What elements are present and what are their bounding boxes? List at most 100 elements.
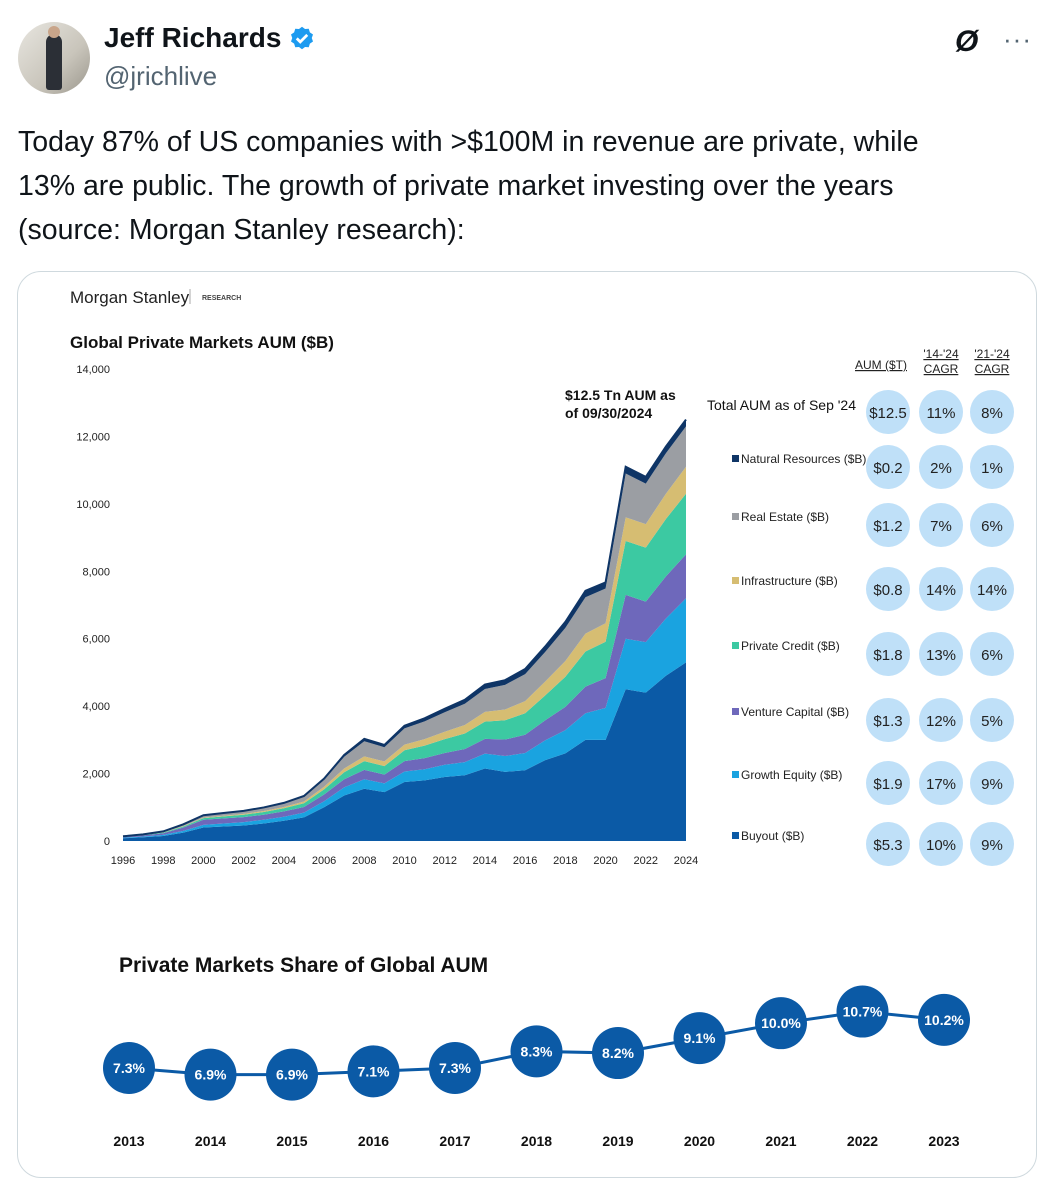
y-tick-label: 10,000 bbox=[76, 499, 110, 511]
x-tick-label: 2012 bbox=[432, 855, 456, 867]
x-tick-label: 2018 bbox=[553, 855, 577, 867]
data-point bbox=[918, 993, 970, 1046]
x-tick-label: 1998 bbox=[151, 855, 175, 867]
x-tick-label: 2018 bbox=[521, 1133, 552, 1149]
tweet-text: Today 87% of US companies with >$100M in… bbox=[18, 120, 1048, 252]
table-header: CAGR bbox=[924, 362, 959, 376]
data-label: 10.7% bbox=[843, 1004, 883, 1020]
x-tick-label: 2024 bbox=[674, 855, 698, 867]
value-bubble bbox=[866, 698, 910, 742]
data-label: 7.3% bbox=[439, 1060, 471, 1076]
value-bubble bbox=[866, 761, 910, 805]
table-cell-value: 1% bbox=[981, 460, 1003, 477]
table-cell-value: 9% bbox=[981, 776, 1003, 793]
data-label: 7.3% bbox=[113, 1060, 145, 1076]
table-cell-value: 2% bbox=[930, 460, 952, 477]
more-options-icon[interactable]: ··· bbox=[1003, 24, 1032, 54]
data-point bbox=[755, 997, 807, 1050]
legend-swatch-private_credit bbox=[732, 642, 739, 649]
x-tick-label: 2017 bbox=[439, 1133, 470, 1149]
legend-swatch-infrastructure bbox=[732, 577, 739, 584]
legend-swatch-natural_resources bbox=[732, 455, 739, 462]
value-bubble bbox=[919, 822, 963, 866]
data-point bbox=[673, 1012, 726, 1065]
table-cell-value: $1.2 bbox=[873, 518, 902, 535]
table-row-label: Natural Resources ($B) bbox=[741, 452, 866, 466]
table-header: AUM ($T) bbox=[855, 358, 907, 372]
value-bubble bbox=[919, 761, 963, 805]
data-point bbox=[347, 1045, 400, 1098]
annotation-line: of 09/30/2024 bbox=[565, 405, 652, 421]
legend-swatch-buyout bbox=[732, 832, 739, 839]
table-cell-value: $0.8 bbox=[873, 582, 902, 599]
area-series-buyout bbox=[123, 662, 686, 841]
x-tick-label: 2019 bbox=[602, 1133, 633, 1149]
avatar[interactable] bbox=[18, 22, 90, 94]
tweet-text-line: 13% are public. The growth of private ma… bbox=[18, 170, 894, 202]
y-tick-label: 4,000 bbox=[82, 701, 110, 713]
author-handle[interactable]: @jrichlive bbox=[104, 61, 218, 91]
x-tick-label: 2014 bbox=[195, 1133, 226, 1149]
value-bubble bbox=[919, 567, 963, 611]
table-cell-value: 8% bbox=[981, 405, 1003, 422]
y-tick-label: 0 bbox=[104, 836, 110, 848]
table-row-label: Private Credit ($B) bbox=[741, 639, 840, 653]
data-label: 8.2% bbox=[602, 1045, 634, 1061]
value-bubble bbox=[970, 822, 1014, 866]
x-tick-label: 2022 bbox=[847, 1133, 878, 1149]
brand-sub: RESEARCH bbox=[202, 295, 241, 302]
x-tick-label: 2010 bbox=[392, 855, 416, 867]
value-bubble bbox=[919, 632, 963, 676]
x-tick-label: 2016 bbox=[358, 1133, 389, 1149]
table-header: '21-'24 bbox=[974, 347, 1010, 361]
value-bubble bbox=[970, 503, 1014, 547]
value-bubble bbox=[970, 390, 1014, 434]
table-cell-value: 6% bbox=[981, 647, 1003, 664]
table-cell-value: 17% bbox=[926, 776, 956, 793]
table-cell-value: 14% bbox=[977, 582, 1007, 599]
x-tick-label: 2013 bbox=[113, 1133, 144, 1149]
area-series-infrastructure bbox=[123, 466, 686, 837]
table-cell-value: $1.3 bbox=[873, 713, 902, 730]
table-cell-value: 14% bbox=[926, 582, 956, 599]
y-tick-label: 14,000 bbox=[76, 364, 110, 376]
data-label: 8.3% bbox=[521, 1043, 553, 1059]
value-bubble bbox=[919, 698, 963, 742]
x-tick-label: 2008 bbox=[352, 855, 376, 867]
y-tick-label: 2,000 bbox=[82, 769, 110, 781]
value-bubble bbox=[970, 445, 1014, 489]
table-cell-value: 5% bbox=[981, 713, 1003, 730]
legend-swatch-real_estate bbox=[732, 513, 739, 520]
x-tick-label: 2004 bbox=[272, 855, 296, 867]
x-tick-label: 2021 bbox=[765, 1133, 796, 1149]
value-bubble bbox=[866, 822, 910, 866]
value-bubble bbox=[866, 503, 910, 547]
grok-icon[interactable]: Ø bbox=[955, 25, 979, 58]
table-row-label: Venture Capital ($B) bbox=[741, 705, 849, 719]
data-point bbox=[429, 1042, 481, 1094]
x-tick-label: 2020 bbox=[593, 855, 617, 867]
value-bubble bbox=[866, 567, 910, 611]
chart-canvas: Morgan Stanley RESEARCH Global Private Mar… bbox=[70, 288, 1014, 1149]
data-point bbox=[103, 1042, 155, 1094]
table-row-label: Buyout ($B) bbox=[741, 829, 804, 843]
value-bubble bbox=[970, 632, 1014, 676]
value-bubble bbox=[866, 445, 910, 489]
table-row-label: Total AUM as of Sep '24 bbox=[707, 397, 856, 413]
chart-title: Global Private Markets AUM ($B) bbox=[70, 333, 334, 352]
x-tick-label: 2016 bbox=[513, 855, 537, 867]
value-bubble bbox=[970, 567, 1014, 611]
data-point bbox=[266, 1048, 318, 1101]
x-tick-label: 1996 bbox=[111, 855, 135, 867]
tweet-text-line: Today 87% of US companies with >$100M in… bbox=[18, 126, 919, 158]
value-bubble bbox=[970, 761, 1014, 805]
data-label: 10.2% bbox=[924, 1012, 964, 1028]
table-header: CAGR bbox=[975, 362, 1010, 376]
tweet-image[interactable]: Morgan Stanley RESEARCH Global Private Mar… bbox=[17, 271, 1037, 1178]
data-label: 6.9% bbox=[276, 1067, 308, 1083]
value-bubble bbox=[866, 632, 910, 676]
author-name[interactable]: Jeff Richards bbox=[104, 22, 282, 53]
author-name-row[interactable]: Jeff Richards bbox=[104, 22, 317, 54]
value-bubble bbox=[919, 390, 963, 434]
